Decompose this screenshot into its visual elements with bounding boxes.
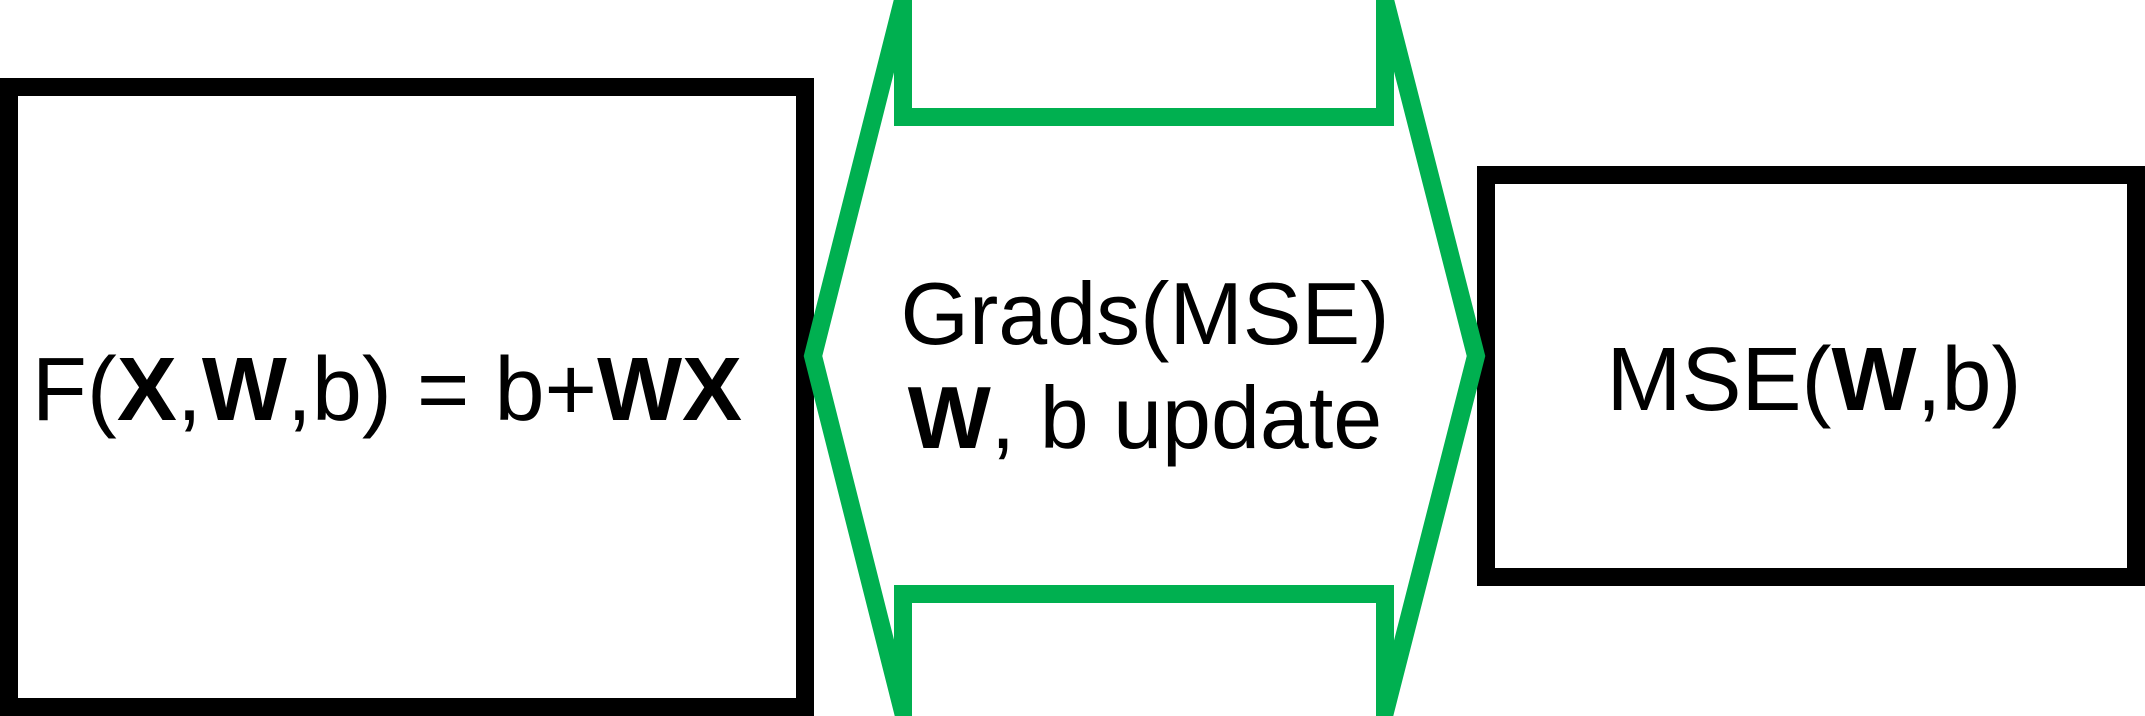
update-arrow-label: Grads(MSE) W, b update: [830, 262, 1460, 470]
model-formula-w: W: [201, 340, 287, 440]
model-formula-wx: WX: [597, 340, 743, 440]
update-label-rest: , b update: [990, 368, 1383, 467]
loss-formula-w: W: [1831, 330, 1917, 430]
model-formula-sep: ,: [176, 340, 202, 440]
double-arrow-outline: [803, 0, 1486, 716]
gradient-label: Grads(MSE): [900, 264, 1390, 363]
update-label: W, b update: [830, 366, 1460, 470]
update-label-w: W: [907, 368, 991, 467]
loss-formula: MSE(W,b): [1607, 335, 2022, 425]
loss-box: MSE(W,b): [1477, 166, 2145, 586]
model-box: F(X,W,b) = b+WX: [0, 78, 814, 716]
model-formula: F(X,W,b) = b+WX: [32, 345, 742, 435]
loss-formula-prefix: MSE(: [1606, 330, 1832, 430]
model-formula-prefix: F(: [31, 340, 117, 440]
model-formula-x: X: [116, 340, 177, 440]
loss-formula-suffix: ,b): [1916, 330, 2022, 430]
model-formula-suffix: ,b) = b+: [286, 340, 598, 440]
